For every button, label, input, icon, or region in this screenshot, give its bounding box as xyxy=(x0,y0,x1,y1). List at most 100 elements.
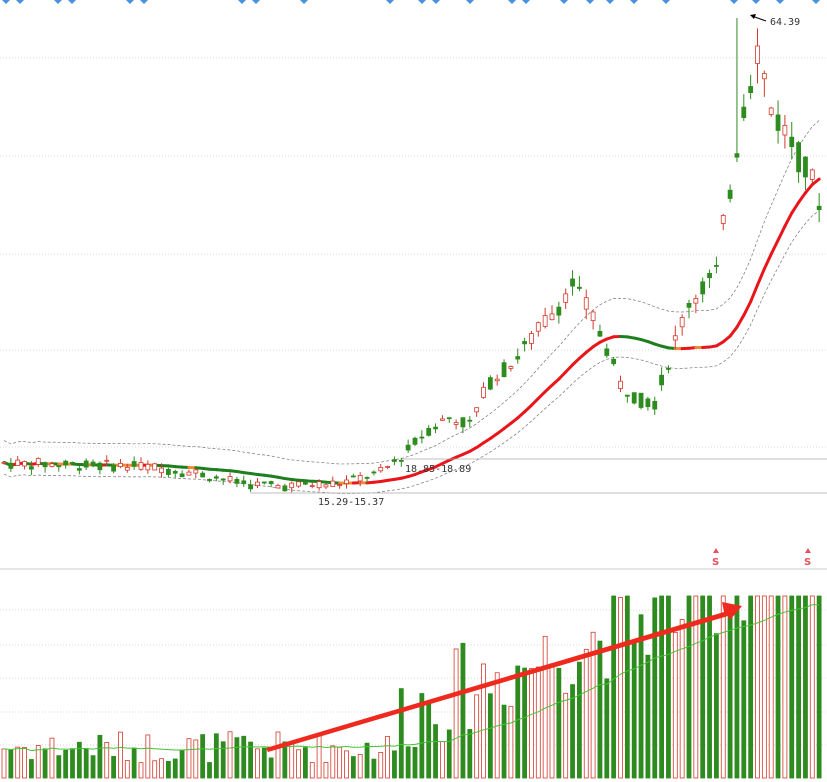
volume-bar xyxy=(652,597,658,779)
high-pointer-arrowhead xyxy=(750,14,756,19)
volume-bar xyxy=(330,745,336,779)
volume-bar xyxy=(597,640,603,779)
volume-bar xyxy=(631,641,637,779)
top-marker-icon xyxy=(560,0,568,4)
candle-body xyxy=(624,394,630,397)
volume-bar xyxy=(282,741,288,779)
candle-body xyxy=(220,478,226,481)
candle-body xyxy=(104,459,110,462)
volume-bar xyxy=(789,595,795,779)
volume-bar xyxy=(165,760,171,779)
candle-body xyxy=(1,461,7,464)
volume-bar xyxy=(289,743,295,779)
candle-body xyxy=(515,356,521,360)
candle-body xyxy=(433,426,438,430)
volume-bar xyxy=(714,633,719,779)
candle-body xyxy=(49,463,55,468)
candle-body xyxy=(426,428,432,436)
moving-average-segment xyxy=(749,283,759,304)
candle-body xyxy=(138,462,144,470)
volume-bar xyxy=(111,755,116,779)
top-marker-icon xyxy=(630,0,638,4)
volume-bar xyxy=(28,759,34,779)
candle-body xyxy=(28,466,34,470)
top-marker-icon xyxy=(752,0,760,4)
volume-bar xyxy=(659,595,664,779)
candle-body xyxy=(350,475,356,478)
volume-bar xyxy=(8,749,14,779)
candle-body xyxy=(597,330,603,337)
candle-body xyxy=(56,465,62,468)
top-marker-icon xyxy=(812,0,820,4)
moving-average-segment xyxy=(803,183,814,195)
candle-body xyxy=(604,348,610,356)
volume-bar xyxy=(234,737,240,779)
signal-label: S xyxy=(712,557,719,568)
volume-bar xyxy=(275,731,281,779)
volume-bar xyxy=(42,748,48,779)
top-marker-icon xyxy=(662,0,670,4)
moving-average-segment xyxy=(742,300,753,317)
volume-bar xyxy=(638,614,644,779)
volume-bar xyxy=(693,595,699,779)
candle-body xyxy=(618,380,623,389)
signal-label: S xyxy=(804,557,811,568)
candle-body xyxy=(741,106,747,119)
candle-body xyxy=(241,480,247,484)
candle-body xyxy=(611,358,617,365)
candle-body xyxy=(337,484,343,487)
volume-bar xyxy=(131,747,137,779)
candle-body xyxy=(357,475,363,482)
volume-bar xyxy=(809,595,815,779)
candle-body xyxy=(755,45,760,64)
candle-body xyxy=(761,73,767,80)
candle-body xyxy=(330,480,336,487)
volume-bar xyxy=(138,762,144,779)
signal-triangle-icon xyxy=(713,548,719,553)
candle-body xyxy=(152,463,158,471)
top-marker-icon xyxy=(586,0,594,4)
top-marker-icon xyxy=(126,0,134,4)
candle-body xyxy=(378,467,384,472)
volume-bar xyxy=(179,749,185,779)
candle-body xyxy=(83,460,89,468)
candle-body xyxy=(789,136,795,148)
trend-arrow xyxy=(266,602,742,752)
volume-bar xyxy=(782,595,788,779)
candle-body xyxy=(782,125,788,136)
volume-bar xyxy=(734,595,740,779)
top-marker-icon xyxy=(252,0,260,4)
candle-body xyxy=(549,313,555,321)
volume-bar xyxy=(56,755,62,779)
volume-bar xyxy=(63,749,69,779)
volume-bar xyxy=(433,724,438,779)
candle-body xyxy=(768,107,774,115)
volume-bar xyxy=(241,735,247,779)
volume-bar xyxy=(1,748,7,779)
volume-bar xyxy=(398,688,404,779)
candle-body xyxy=(542,315,548,327)
candle-body xyxy=(720,215,726,224)
volume-bar xyxy=(446,729,452,779)
candle-body xyxy=(344,479,349,484)
volume-bar xyxy=(302,747,308,779)
volume-bar xyxy=(796,595,801,779)
candle-body xyxy=(419,436,425,439)
moving-average-segment xyxy=(571,356,581,367)
candle-body xyxy=(63,460,69,466)
volume-bar xyxy=(816,595,822,779)
candle-body xyxy=(809,169,815,180)
candle-body xyxy=(296,481,301,487)
candle-body xyxy=(529,333,534,344)
candle-body xyxy=(261,481,267,484)
candle-body xyxy=(693,298,699,304)
candle-body xyxy=(364,477,370,479)
volume-bar xyxy=(419,693,425,779)
candle-body xyxy=(487,377,493,390)
volume-bar xyxy=(104,742,110,779)
top-marker-icon xyxy=(16,0,24,4)
volume-bar xyxy=(700,595,706,779)
volume-bar xyxy=(412,746,418,779)
signal-triangle-icon xyxy=(805,548,811,553)
